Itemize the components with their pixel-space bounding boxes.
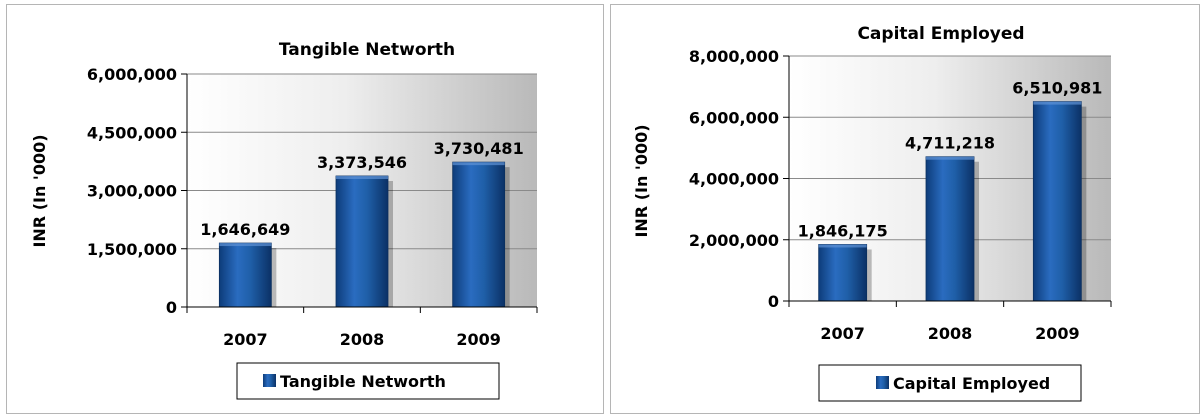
x-tick-label: 2007 [223, 330, 268, 349]
data-label: 6,510,981 [1012, 79, 1102, 98]
y-axis: 0 1,500,000 3,000,000 4,500,000 6,000,000 [87, 65, 188, 317]
bar-2009 [1032, 101, 1082, 302]
legend-swatch [263, 374, 276, 387]
bar-2007 [218, 242, 272, 308]
chart-panel-tangible-networth: Tangible Networth INR (In '000) 1,646,64… [6, 4, 604, 414]
plot-area: 1,646,649 3,373,546 3,730,481 [187, 73, 537, 308]
x-tick-label: 2009 [456, 330, 501, 349]
y-axis-title: INR (In '000) [632, 124, 651, 237]
data-label: 4,711,218 [905, 134, 995, 153]
y-tick-label: 6,000,000 [689, 108, 779, 127]
legend: Tangible Networth [236, 362, 500, 400]
y-axis-title: INR (In '000) [30, 134, 49, 247]
y-tick-label: 0 [166, 298, 177, 317]
y-tick-label: 2,000,000 [689, 231, 779, 250]
bars [218, 161, 510, 308]
y-tick-label: 4,500,000 [87, 123, 177, 142]
y-tick-label: 3,000,000 [87, 182, 177, 201]
bar-2009 [452, 161, 506, 308]
bar-bevel [1033, 101, 1082, 105]
y-axis: 0 2,000,000 4,000,000 6,000,000 8,000,000 [689, 47, 790, 311]
x-tick-label: 2008 [928, 324, 973, 343]
bar-bevel [452, 162, 505, 166]
x-tick-label: 2008 [340, 330, 385, 349]
data-label: 1,846,175 [798, 221, 888, 240]
data-labels: 1,646,649 3,373,546 3,730,481 [200, 139, 523, 239]
y-tick-label: 8,000,000 [689, 47, 779, 66]
bar-2008 [335, 175, 389, 308]
x-tick-label: 2007 [820, 324, 865, 343]
chart-svg-capital-employed: Capital Employed INR (In '000) 1,846,175… [632, 24, 1112, 402]
chart-title: Capital Employed [857, 24, 1024, 44]
legend-box [236, 362, 500, 400]
legend-swatch [876, 376, 889, 389]
y-tick-label: 6,000,000 [87, 65, 177, 84]
bar-2007 [818, 244, 868, 302]
y-tick-label: 0 [768, 292, 779, 311]
legend-label: Capital Employed [893, 374, 1050, 393]
data-label: 1,646,649 [200, 220, 290, 239]
x-axis: 2007 2008 2009 [788, 300, 1112, 343]
data-label: 3,373,546 [317, 153, 407, 172]
plot-area: 1,846,175 4,711,218 6,510,981 [789, 55, 1111, 302]
bar-bevel [336, 175, 388, 179]
legend-box [818, 364, 1082, 402]
legend-label: Tangible Networth [280, 372, 446, 391]
chart-svg-tangible-networth: Tangible Networth INR (In '000) 1,646,64… [30, 40, 538, 400]
data-label: 3,730,481 [434, 139, 524, 158]
y-tick-label: 4,000,000 [689, 170, 779, 189]
bar-bevel [818, 244, 867, 248]
bar-2008 [925, 156, 975, 302]
x-axis: 2007 2008 2009 [186, 306, 538, 349]
bars [818, 101, 1087, 302]
y-tick-label: 1,500,000 [87, 240, 177, 259]
chart-title: Tangible Networth [279, 40, 455, 60]
bar-bevel [926, 156, 974, 160]
legend: Capital Employed [818, 364, 1082, 402]
bar-bevel [219, 243, 272, 247]
chart-panel-capital-employed: Capital Employed INR (In '000) 1,846,175… [610, 4, 1200, 414]
x-tick-label: 2009 [1035, 324, 1080, 343]
data-labels: 1,846,175 4,711,218 6,510,981 [798, 79, 1103, 241]
